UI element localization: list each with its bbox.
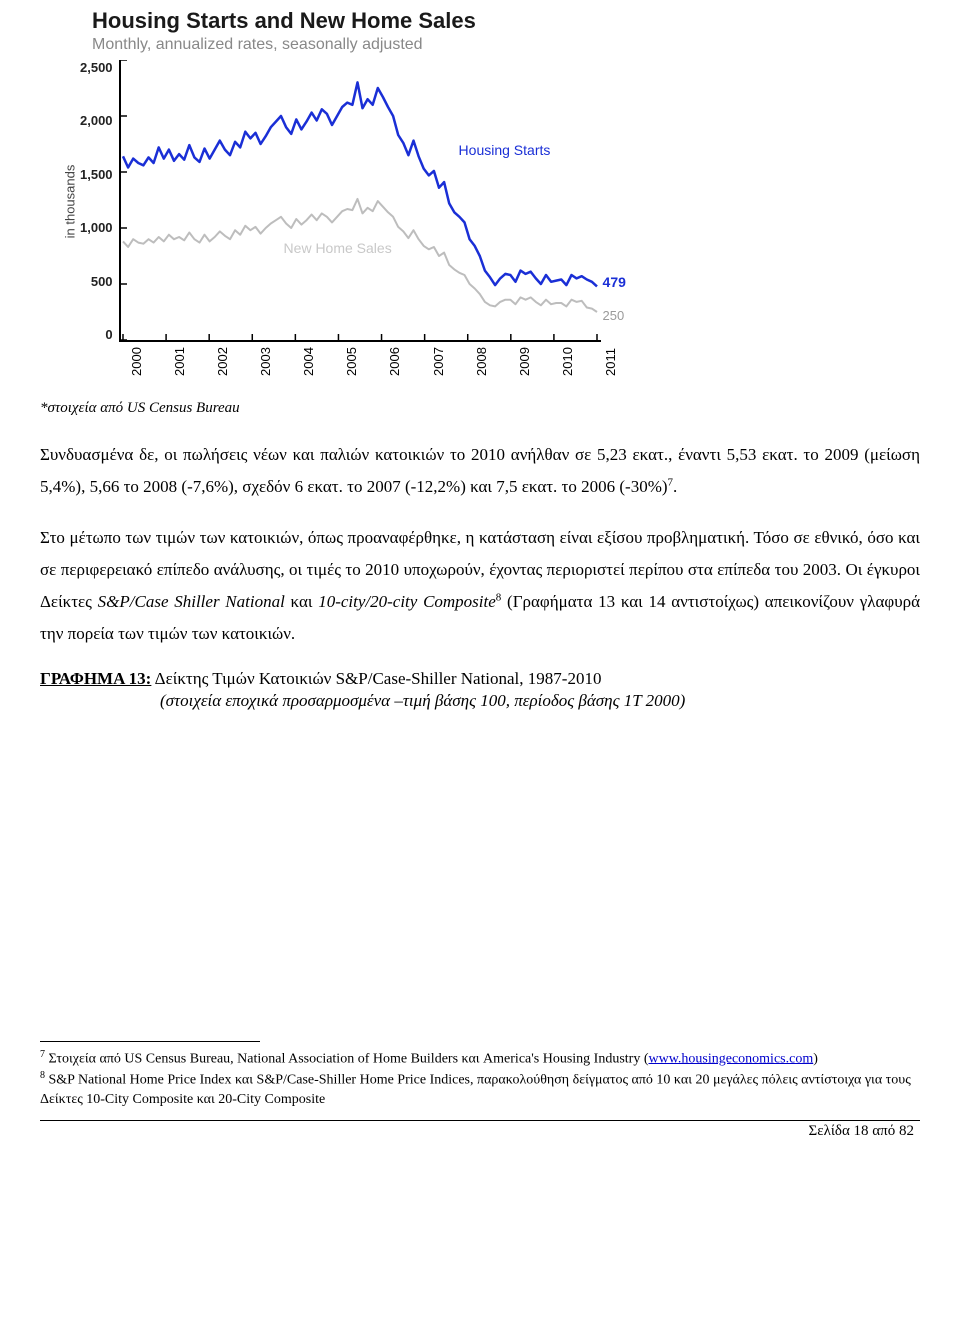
graph-13-heading: ΓΡΑΦΗΜΑ 13: Δείκτης Τιμών Κατοικιών S&P/… [40,669,920,689]
paragraph-2-italic2: 10-city/20-city Composite [318,592,496,611]
footnote-7: 7 Στοιχεία από US Census Bureau, Nationa… [40,1048,920,1070]
paragraph-1-end: . [673,477,677,496]
paragraph-1-text: Συνδυασμένα δε, οι πωλήσεις νέων και παλ… [40,445,920,496]
paragraph-2: Στο μέτωπο των τιμών των κατοικιών, όπως… [40,522,920,651]
page-number: Σελίδα 18 από 82 [40,1123,920,1140]
chart-yticks: 2,5002,0001,5001,0005000 [80,60,119,342]
page-separator [40,1120,920,1121]
chart-subtitle: Monthly, annualized rates, seasonally ad… [92,36,920,54]
housing-chart: Housing Starts and New Home Sales Monthl… [60,8,920,388]
housing-starts-end-value: 479 [603,274,626,290]
chart-xticks: 2000200120022003200420052006200720082009… [125,342,920,388]
housing-starts-series-label: Housing Starts [459,142,551,158]
graph-13-subtitle: (στοιχεία εποχικά προσαρμοσμένα –τιμή βά… [40,691,920,711]
chart-ylabel: in thousands [63,164,78,238]
footnote-8-text: S&P National Home Price Index και S&P/Ca… [40,1073,911,1107]
footnote-7-link[interactable]: www.housingeconomics.com [648,1051,813,1066]
graph-13-title: Δείκτης Τιμών Κατοικιών S&P/Case-Shiller… [151,669,601,688]
paragraph-2-mid: και [285,592,318,611]
chart-source-caption: *στοιχεία από US Census Bureau [40,400,920,417]
footnote-8: 8 S&P National Home Price Index και S&P/… [40,1069,920,1109]
paragraph-2-italic1: S&P/Case Shiller National [98,592,285,611]
footnote-7b: ) [813,1051,818,1066]
graph-13-label: ΓΡΑΦΗΜΑ 13: [40,669,151,688]
chart-plot-area [119,60,601,342]
new-home-sales-end-value: 250 [603,308,625,323]
new-home-sales-series-label: New Home Sales [284,240,392,256]
footnote-7a: Στοιχεία από US Census Bureau, National … [45,1051,648,1066]
footnote-separator [40,1041,260,1042]
paragraph-1: Συνδυασμένα δε, οι πωλήσεις νέων και παλ… [40,439,920,504]
chart-title: Housing Starts and New Home Sales [92,8,920,34]
